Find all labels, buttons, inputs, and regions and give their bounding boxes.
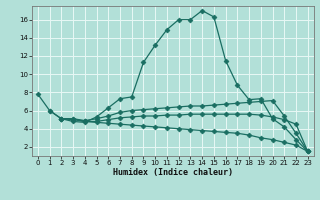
X-axis label: Humidex (Indice chaleur): Humidex (Indice chaleur) [113, 168, 233, 177]
